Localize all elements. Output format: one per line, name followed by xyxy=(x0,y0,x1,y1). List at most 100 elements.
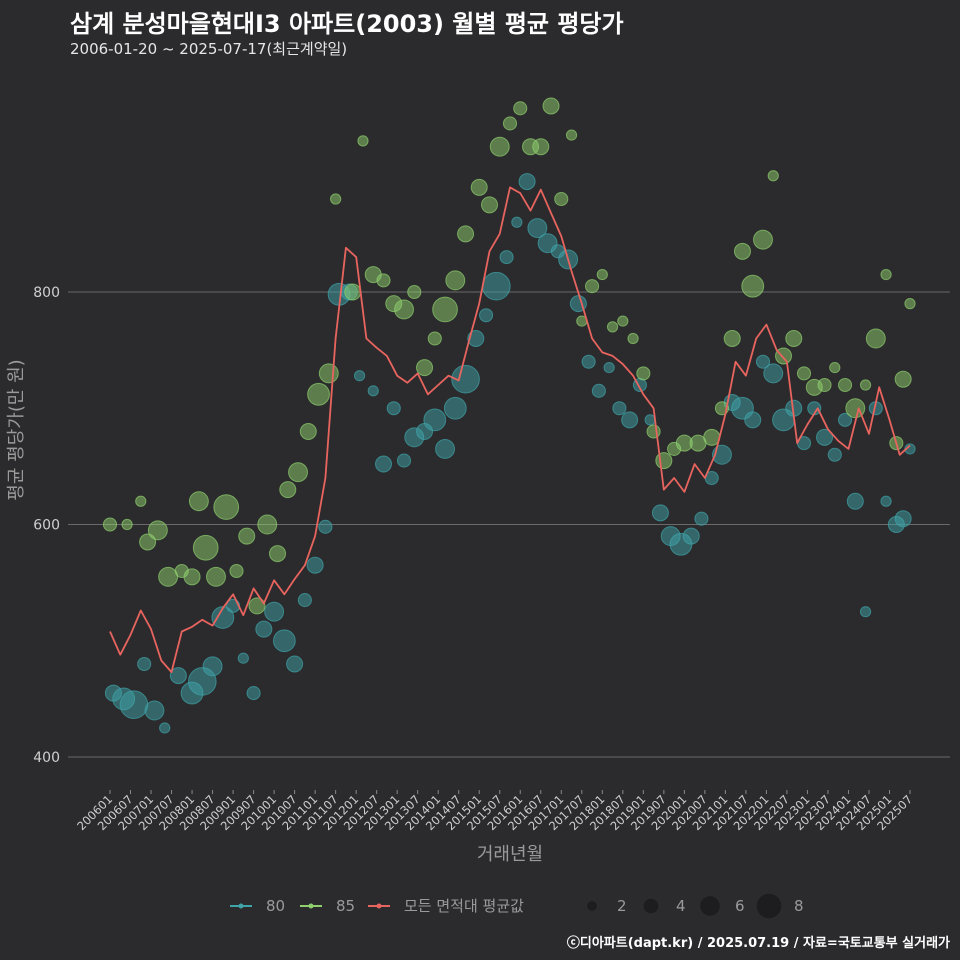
bubble-point xyxy=(158,566,179,587)
bubble-point xyxy=(817,377,832,393)
bubble-point xyxy=(837,412,853,427)
bubble-point xyxy=(880,268,892,281)
bubble-point xyxy=(213,494,240,520)
bubble-point xyxy=(741,274,765,298)
bubble-point xyxy=(617,315,629,327)
bubble-point xyxy=(307,382,330,406)
bubble-point xyxy=(612,401,627,416)
bubble-point xyxy=(318,519,333,534)
bubble-point xyxy=(169,667,187,685)
bubble-point xyxy=(581,354,596,369)
bubble-point xyxy=(565,129,578,141)
bubble-point xyxy=(192,534,219,561)
bubble-point xyxy=(246,686,261,701)
bubble-point xyxy=(457,225,475,243)
bubble-point xyxy=(723,330,741,347)
bubble-point xyxy=(451,364,480,394)
bubble-point xyxy=(286,655,304,673)
legend-size-label: 8 xyxy=(794,897,804,915)
legend-size-key xyxy=(700,896,720,916)
bubble-point xyxy=(137,656,152,672)
bubble-point xyxy=(775,347,793,365)
legend: 80 85 모든 면적대 평균값 2 4 6 8 xyxy=(230,893,804,919)
source-credit: ⓒ디아파트(dapt.kr) / 2025.07.19 / 자료=국토교통부 실… xyxy=(566,936,950,951)
bubble-point xyxy=(591,383,606,398)
bubble-point xyxy=(542,97,560,115)
y-axis-ticks: 400 600 800 xyxy=(33,285,60,766)
bubble-point xyxy=(432,296,458,323)
bubble-point xyxy=(269,545,287,563)
bubble-point xyxy=(396,453,412,468)
bubble-point xyxy=(306,556,324,574)
bubble-point xyxy=(375,455,393,473)
bubble-point xyxy=(880,495,892,507)
legend-size-key xyxy=(756,893,782,919)
bubble-point xyxy=(527,218,548,239)
bubble-point xyxy=(904,298,916,310)
bubble-point xyxy=(416,359,434,377)
bubble-point xyxy=(367,385,379,397)
bubble-point xyxy=(279,481,297,499)
legend-label: 85 xyxy=(336,897,355,915)
bubble-point xyxy=(206,566,226,587)
bubble-point xyxy=(467,330,485,347)
bubble-point xyxy=(763,363,784,384)
bubble-point xyxy=(532,138,550,156)
bubble-point xyxy=(755,354,771,369)
bubble-point xyxy=(502,116,518,131)
series-80 xyxy=(104,173,916,734)
bubble-point xyxy=(211,606,235,629)
bubble-point xyxy=(767,170,779,182)
bubble-point xyxy=(753,229,773,250)
bubble-point xyxy=(596,268,608,281)
bubble-point xyxy=(479,308,494,323)
bubble-point xyxy=(135,495,147,507)
bubble-point xyxy=(554,191,569,207)
bubble-point xyxy=(470,178,488,196)
bubble-point xyxy=(894,510,912,528)
bubble-point xyxy=(183,568,201,586)
bubble-point xyxy=(865,328,886,349)
bubble-point xyxy=(102,517,118,532)
bubble-point xyxy=(257,514,278,535)
bubble-point xyxy=(445,270,466,291)
bubble-point xyxy=(344,283,362,301)
bubble-point xyxy=(846,492,864,510)
bubble-point xyxy=(238,527,256,545)
bubble-point xyxy=(407,284,422,300)
average-line xyxy=(109,186,911,673)
x-axis-label: 거래년월 xyxy=(477,844,543,865)
bubble-point xyxy=(651,504,669,522)
legend-key-point xyxy=(376,903,382,909)
bubble-point xyxy=(712,444,732,465)
bubble-point xyxy=(144,700,165,721)
series-85 xyxy=(102,97,916,615)
bubble-point xyxy=(499,250,514,265)
bubble-point xyxy=(744,411,762,429)
bubble-point xyxy=(859,606,872,618)
bubble-point xyxy=(423,408,447,432)
bubble-point xyxy=(159,722,171,734)
bubble-point xyxy=(829,361,841,374)
chart-subtitle: 2006-01-20 ~ 2025-07-17(최근계약일) xyxy=(70,40,348,58)
legend-size-key xyxy=(587,901,597,911)
legend-label: 모든 면적대 평균값 xyxy=(404,897,524,915)
bubble-point xyxy=(480,196,498,214)
bubble-point xyxy=(837,377,853,393)
bubble-point xyxy=(357,135,369,147)
bubble-point xyxy=(816,428,834,446)
bubble-point xyxy=(513,101,528,116)
legend-key-point xyxy=(308,903,314,909)
x-axis-ticks: 2006012006072007012007072008012008072009… xyxy=(74,790,915,833)
bubble-point xyxy=(435,438,455,459)
bubble-point xyxy=(682,527,700,545)
bubble-point xyxy=(376,273,391,288)
bubble-point xyxy=(511,216,523,228)
bubble-point xyxy=(248,597,266,615)
bubble-point xyxy=(796,366,812,381)
bubble-point xyxy=(386,401,401,416)
bubble-point xyxy=(255,620,273,638)
legend-size-label: 4 xyxy=(676,897,686,915)
